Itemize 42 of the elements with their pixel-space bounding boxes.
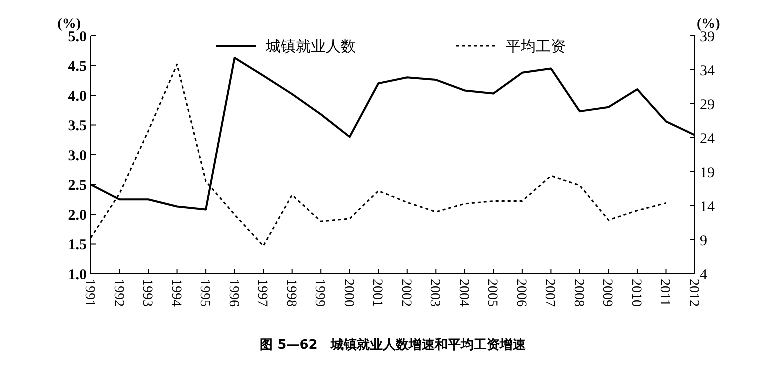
x-tick-label: 2010 [628, 279, 644, 307]
y-tick-label: 1.5 [68, 238, 87, 254]
y-axis-title: (%) [58, 17, 82, 32]
x-tick-label: 2002 [398, 279, 414, 307]
y2-tick-label: 39 [700, 29, 715, 46]
legend-label: 城镇就业人数 [265, 37, 356, 56]
y2-tick-label: 14 [700, 199, 716, 216]
x-tick-label: 1996 [226, 279, 241, 307]
x-tick-label: 1999 [312, 279, 328, 307]
y-tick-label: 2.0 [68, 208, 87, 224]
y-tick-label: 4.0 [68, 88, 87, 105]
x-tick-label: 1993 [140, 279, 155, 307]
x-tick-label: 2006 [513, 279, 528, 307]
y2-tick-label: 24 [700, 131, 716, 148]
x-tick-label: 2008 [570, 279, 586, 307]
y2-tick-label: 19 [700, 165, 715, 182]
y2-tick-label: 4 [700, 267, 708, 284]
x-tick-label: 1994 [168, 279, 184, 307]
y-tick-label: 3.5 [68, 118, 87, 134]
x-tick-label: 1992 [110, 279, 126, 307]
y2-tick-label: 34 [700, 63, 716, 80]
legend-label: 平均工资 [506, 37, 566, 56]
x-tick-label: 2005 [484, 279, 500, 307]
text: 图 5—62 城镇就业人数增速和平均工资增速 [260, 337, 527, 353]
y-tick-label: 5.0 [68, 29, 87, 46]
y-tick-label: 4.5 [68, 59, 87, 75]
x-tick-label: 2001 [370, 279, 385, 307]
x-tick-label: 2007 [542, 279, 558, 307]
x-tick-label: 2004 [456, 279, 471, 307]
x-tick-label: 1995 [197, 279, 212, 307]
x-tick-label: 2012 [686, 279, 701, 307]
x-tick-label: 2003 [427, 279, 442, 307]
y2-tick-label: 29 [700, 97, 715, 114]
x-tick-label: 2009 [600, 279, 615, 307]
x-tick-label: 2000 [340, 279, 356, 307]
x-tick-label: 1997 [254, 279, 270, 307]
x-tick-label: 2011 [657, 279, 672, 306]
y-tick-label: 2.5 [68, 178, 87, 194]
y2-tick-label: 9 [700, 233, 708, 250]
x-tick-label: 1998 [283, 279, 298, 307]
y-tick-label: 3.0 [68, 148, 87, 164]
y2-axis-title: (%) [697, 17, 721, 32]
